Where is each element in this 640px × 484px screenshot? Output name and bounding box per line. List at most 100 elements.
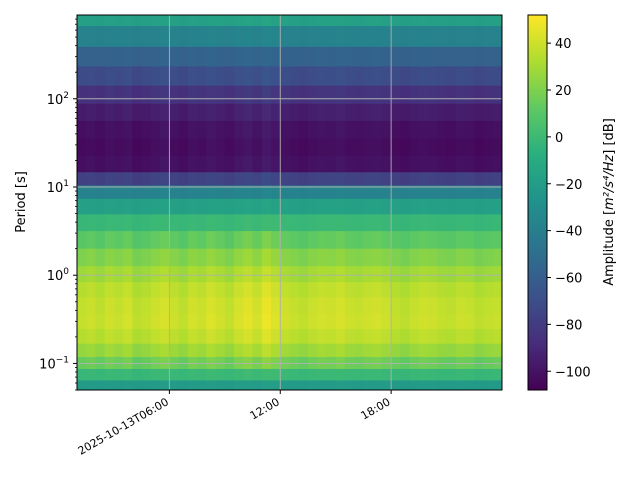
heatmap-cell [132, 198, 143, 215]
heatmap-cell [289, 248, 300, 267]
heatmap-cell [354, 231, 365, 250]
heatmap-cell [252, 380, 263, 390]
heatmap-cell [280, 185, 291, 200]
heatmap-cell [492, 15, 502, 27]
heatmap-cell [455, 329, 466, 345]
heatmap-cell [446, 214, 457, 232]
heatmap-cell [77, 156, 87, 173]
heatmap-cell [437, 85, 448, 105]
heatmap-cell [234, 103, 244, 122]
heatmap-cell [483, 66, 494, 87]
heatmap-cell [400, 282, 411, 298]
heatmap-cell [437, 26, 448, 48]
heatmap-cell [141, 297, 152, 315]
heatmap-cell [335, 282, 346, 298]
heatmap-cell [215, 297, 226, 315]
heatmap-cell [280, 120, 291, 140]
heatmap-cell [252, 138, 263, 157]
heatmap-cell [465, 343, 475, 358]
heatmap-cell [234, 156, 244, 173]
heatmap-cell [243, 85, 254, 105]
heatmap-cell [280, 26, 291, 48]
heatmap-cell [113, 15, 124, 27]
heatmap-cell [86, 343, 97, 358]
heatmap-cell [206, 172, 217, 187]
heatmap-cell [77, 368, 87, 381]
heatmap-cell [335, 343, 346, 358]
heatmap-cell [418, 138, 429, 157]
heatmap-cell [150, 15, 161, 27]
heatmap-cell [437, 313, 448, 330]
heatmap-cell [261, 172, 272, 187]
heatmap-cell [400, 198, 411, 215]
heatmap-cell [169, 26, 180, 48]
heatmap-cell [123, 103, 134, 122]
heatmap-cell [344, 231, 355, 250]
heatmap-cell [178, 343, 189, 358]
heatmap-cell [372, 198, 383, 215]
heatmap-cell [446, 85, 457, 105]
heatmap-cell [132, 214, 143, 232]
heatmap-cell [234, 198, 244, 215]
heatmap-cell [234, 120, 244, 140]
heatmap-cell [169, 248, 180, 267]
heatmap-cell [446, 266, 457, 283]
heatmap-cell [455, 185, 466, 200]
heatmap-cell [372, 185, 383, 200]
heatmap-cell [354, 185, 365, 200]
heatmap-cell [224, 15, 235, 27]
heatmap-cell [215, 185, 226, 200]
heatmap-cell [326, 120, 337, 140]
heatmap-cell [206, 66, 217, 87]
heatmap-cell [326, 313, 337, 330]
heatmap-cell [234, 343, 244, 358]
heatmap-cell [261, 282, 272, 298]
heatmap-cell [197, 343, 207, 358]
x-axis: 2025-10-13T06:00 12:00 18:00 [76, 390, 393, 458]
heatmap-cell [492, 282, 502, 298]
y-tick-label: 102 [47, 91, 69, 108]
heatmap-cell [381, 231, 392, 250]
heatmap-cell [123, 46, 134, 68]
heatmap-cell [307, 120, 318, 140]
heatmap-cell [381, 46, 392, 68]
heatmap-cell [123, 266, 134, 283]
heatmap-cell [206, 266, 217, 283]
heatmap-cell [224, 138, 235, 157]
heatmap-cell [298, 26, 309, 48]
heatmap-cell [465, 46, 475, 68]
heatmap-cell [252, 282, 263, 298]
heatmap-cell [141, 313, 152, 330]
heatmap-cell [298, 120, 309, 140]
heatmap-cell [113, 85, 124, 105]
heatmap-cell [243, 368, 254, 381]
heatmap-cell [178, 185, 189, 200]
heatmap-cell [197, 185, 207, 200]
heatmap-cell [178, 329, 189, 345]
heatmap-cell [474, 231, 485, 250]
heatmap-cell [307, 214, 318, 232]
heatmap-cell [123, 120, 134, 140]
heatmap-cell [428, 66, 438, 87]
heatmap-cell [428, 368, 438, 381]
heatmap-cell [215, 198, 226, 215]
heatmap-cell [280, 248, 291, 267]
heatmap-cell [317, 156, 328, 173]
heatmap-cell [418, 26, 429, 48]
heatmap-cell [289, 120, 300, 140]
heatmap-cell [326, 297, 337, 315]
heatmap-cell [206, 156, 217, 173]
heatmap-cell [113, 138, 124, 157]
heatmap-cell [391, 248, 401, 267]
heatmap-cell [77, 248, 87, 267]
heatmap-cell [197, 282, 207, 298]
heatmap-cell [400, 313, 411, 330]
heatmap-cell [298, 329, 309, 345]
heatmap-cell [86, 172, 97, 187]
y-axis: 10−1 100 101 102 [39, 18, 77, 391]
heatmap-cell [215, 138, 226, 157]
heatmap-cell [169, 282, 180, 298]
heatmap-cell [465, 231, 475, 250]
heatmap-cell [261, 266, 272, 283]
heatmap-cell [77, 313, 87, 330]
